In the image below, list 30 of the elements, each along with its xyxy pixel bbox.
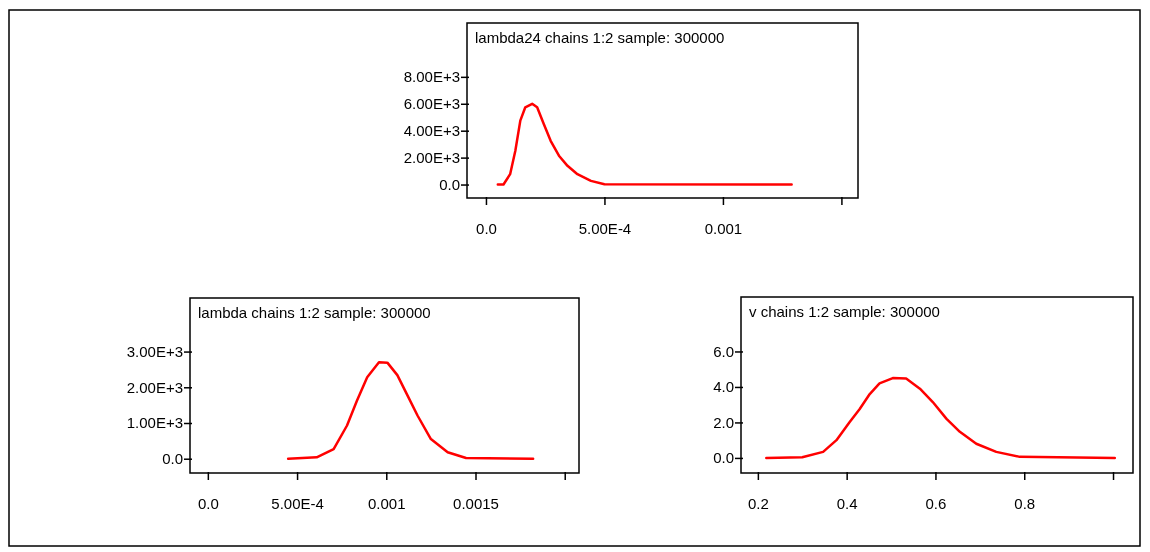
line-series	[286, 361, 535, 460]
x-tick-label: 0.0	[476, 220, 497, 237]
y-tick-label: 6.0	[713, 342, 734, 360]
x-tick-label: 5.00E-4	[271, 495, 324, 512]
y-tick-label: 3.00E+3	[126, 342, 183, 360]
y-tick-label: 6.00E+3	[403, 95, 460, 113]
x-tick-label: 0.0	[197, 495, 219, 512]
y-tick-label: 2.00E+3	[126, 378, 183, 396]
y-tick-label: 4.00E+3	[403, 121, 460, 139]
y-tick-label: 4.0	[713, 378, 734, 396]
line-series	[496, 102, 793, 186]
x-tick-label: 0.0015	[453, 495, 499, 512]
y-tick-label: 1.00E+3	[126, 414, 183, 432]
x-tick-label: 5.00E-4	[578, 220, 632, 237]
x-tick-label: 0.001	[368, 495, 406, 512]
line-series	[765, 376, 1117, 460]
chart-title: lambda24 chains 1:2 sample: 300000	[475, 29, 725, 46]
x-tick-label: 0.6	[925, 495, 947, 512]
y-tick-label: 2.00E+3	[403, 148, 460, 166]
x-tick-label: 0.8	[1014, 495, 1036, 512]
y-tick-label: 8.00E+3	[403, 68, 460, 86]
x-tick-label: 0.2	[747, 495, 769, 512]
y-tick-label: 0.0	[439, 175, 460, 193]
x-tick-label: 0.001	[704, 220, 743, 237]
chart-title: lambda chains 1:2 sample: 300000	[198, 304, 431, 321]
x-tick-label: 0.4	[836, 495, 858, 512]
y-tick-label: 2.0	[713, 413, 734, 431]
y-tick-label: 0.0	[713, 449, 734, 467]
chart-title: v chains 1:2 sample: 300000	[749, 303, 940, 320]
y-tick-label: 0.0	[162, 450, 183, 468]
